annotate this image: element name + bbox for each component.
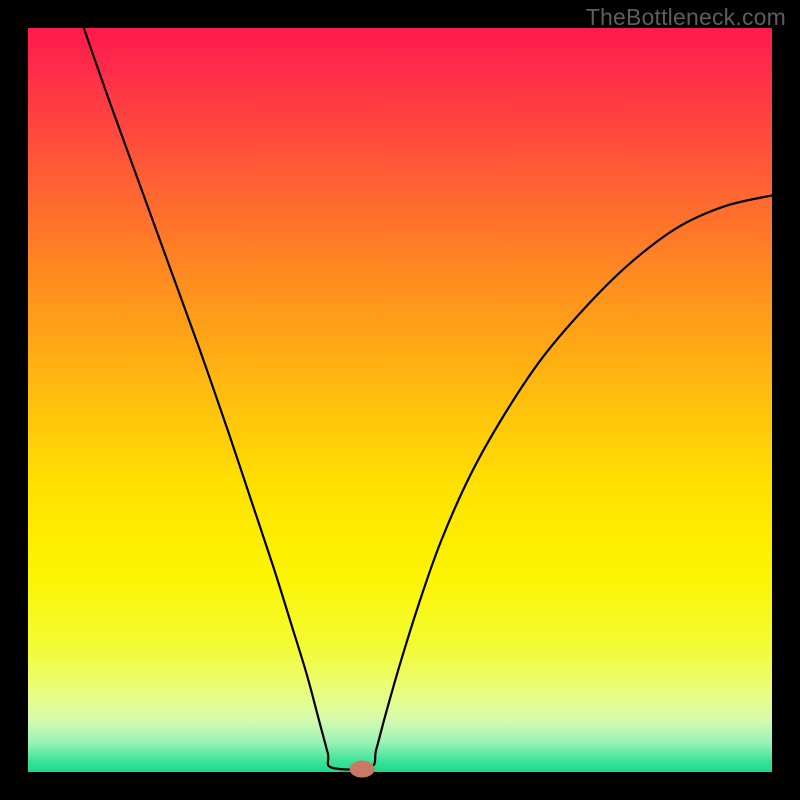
chart-canvas: TheBottleneck.com — [0, 0, 800, 800]
chart-svg — [0, 0, 800, 800]
optimum-marker — [350, 761, 374, 777]
watermark-text: TheBottleneck.com — [586, 4, 786, 31]
